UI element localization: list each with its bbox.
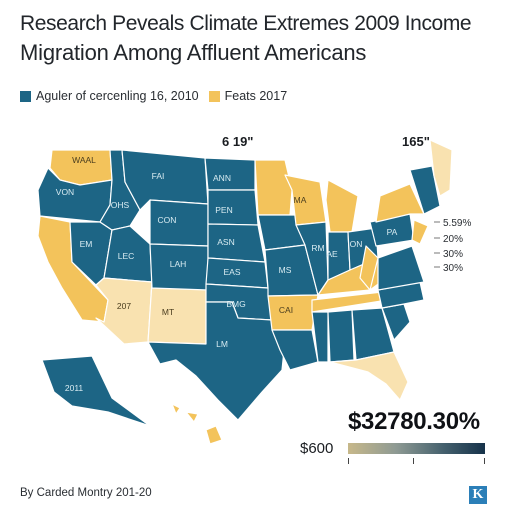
- source-note: By Carded Montry 201-20: [20, 487, 152, 499]
- state-label-ak: 2011: [65, 383, 84, 393]
- map-extra-label: CAI: [279, 305, 293, 315]
- state-label-tx: LM: [216, 339, 228, 349]
- state-fl: [329, 351, 409, 401]
- state-label-wa: WAAL: [72, 155, 96, 165]
- scale-min-value: $600: [300, 440, 334, 457]
- state-label-oh: ON: [350, 239, 363, 249]
- legend: Aguler of cercenling 16, 2010 Feats 2017: [20, 88, 297, 104]
- state-label-id: OHS: [111, 200, 130, 210]
- scale-tick: [484, 458, 485, 464]
- legend-label-yellow: Feats 2017: [224, 89, 288, 103]
- state-hi3: [205, 425, 223, 445]
- color-scale-bar: [348, 443, 485, 454]
- state-wv: [359, 245, 379, 291]
- state-label-ne: ASN: [217, 237, 234, 247]
- state-label-nv: EM: [80, 239, 93, 249]
- state-hi1: [171, 403, 181, 415]
- state-label-in: AE: [326, 249, 338, 259]
- state-label-wy: CON: [158, 215, 177, 225]
- state-label-ut: LEC: [118, 251, 135, 261]
- state-label-il: RM: [311, 243, 324, 253]
- state-label-nd: ANN: [213, 173, 231, 183]
- state-label-az: 207: [117, 301, 131, 311]
- headline-value: $32780.30%: [348, 408, 480, 435]
- state-tx: [147, 301, 286, 421]
- scale-tick: [413, 458, 414, 464]
- state-label-wi: MA: [294, 195, 307, 205]
- state-label-nm: MT: [162, 307, 174, 317]
- state-ak: [41, 355, 151, 427]
- state-label-sd: PEN: [215, 205, 232, 215]
- state-hi2: [185, 411, 199, 423]
- title-line-1: Research Peveals Climate Extremes 2009 I…: [20, 12, 472, 35]
- state-ms: [311, 311, 329, 363]
- side-scale: 5.59% 20% 30% 30%: [434, 218, 471, 274]
- state-label-co: LAH: [170, 259, 187, 269]
- publisher-logo: K: [469, 486, 487, 504]
- state-ne2: [409, 165, 441, 215]
- state-label-ks: EAS: [223, 267, 240, 277]
- side-scale-label: 5.59%: [443, 218, 471, 229]
- side-scale-label: 30%: [443, 263, 463, 274]
- map-corner-label-left: 6 19": [222, 134, 253, 149]
- legend-swatch-yellow: [208, 90, 220, 102]
- state-az: [95, 277, 153, 345]
- state-label-mt: FAI: [152, 171, 165, 181]
- state-label-pa: PA: [387, 227, 398, 237]
- state-ny: [375, 183, 425, 223]
- state-nj: [411, 219, 429, 245]
- state-al: [327, 309, 355, 363]
- legend-swatch-blue: [20, 90, 31, 102]
- state-label-or: VON: [56, 187, 74, 197]
- state-va: [377, 245, 425, 291]
- state-mn: [254, 159, 293, 216]
- state-la: [271, 329, 319, 371]
- title-line-2: Migration Among Affluent Americans: [20, 40, 367, 65]
- side-scale-label: 30%: [443, 249, 463, 260]
- state-label-mo: MS: [279, 265, 292, 275]
- state-label-ok: BMG: [226, 299, 245, 309]
- scale-tick: [348, 458, 349, 464]
- legend-label-blue: Aguler of cercenling 16, 2010: [36, 89, 199, 103]
- state-me: [429, 139, 453, 197]
- state-nm: [147, 281, 207, 345]
- map-corner-label-right: 165": [402, 134, 430, 149]
- state-mi: [325, 179, 359, 233]
- side-scale-label: 20%: [443, 234, 463, 245]
